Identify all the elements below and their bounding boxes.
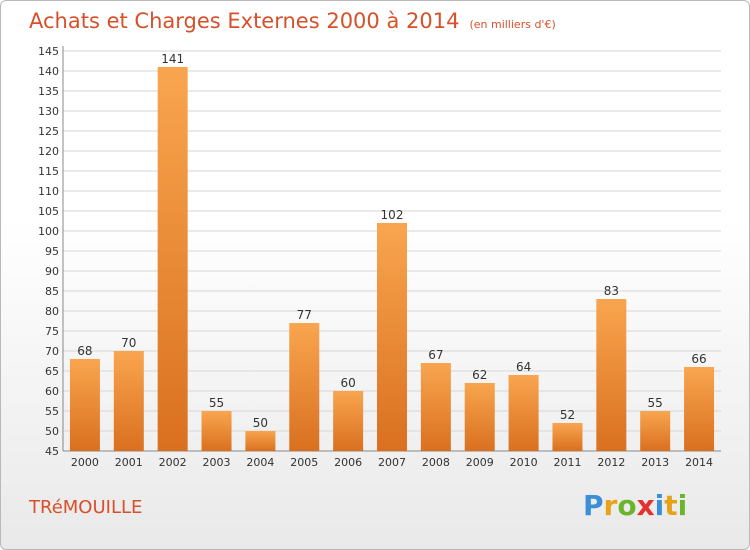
- bar-value-label: 68: [77, 344, 92, 358]
- bar-value-label: 77: [297, 308, 312, 322]
- y-tick-label: 145: [38, 45, 59, 58]
- x-tick-label: 2002: [159, 456, 187, 469]
- y-tick-label: 80: [45, 305, 59, 318]
- chart-subtitle: (en milliers d'€): [469, 18, 556, 31]
- bar: [201, 411, 232, 451]
- y-tick-label: 45: [45, 445, 59, 458]
- bar-value-label: 70: [121, 336, 136, 350]
- y-tick-label: 110: [38, 185, 59, 198]
- x-tick-label: 2006: [334, 456, 362, 469]
- chart-title-text: Achats et Charges Externes 2000 à 2014: [29, 9, 460, 33]
- x-tick-label: 2004: [246, 456, 274, 469]
- x-tick-label: 2012: [597, 456, 625, 469]
- y-tick-label: 130: [38, 105, 59, 118]
- bar: [289, 323, 320, 451]
- y-tick-label: 60: [45, 385, 59, 398]
- y-tick-label: 50: [45, 425, 59, 438]
- x-tick-label: 2001: [115, 456, 143, 469]
- x-tick-label: 2013: [641, 456, 669, 469]
- y-tick-label: 85: [45, 285, 59, 298]
- y-tick-label: 135: [38, 85, 59, 98]
- bar: [684, 367, 715, 451]
- y-tick-label: 100: [38, 225, 59, 238]
- bar-value-label: 52: [560, 408, 575, 422]
- y-tick-label: 115: [38, 165, 59, 178]
- y-tick-label: 90: [45, 265, 59, 278]
- chart-title: Achats et Charges Externes 2000 à 2014 (e…: [29, 7, 556, 39]
- bar-value-label: 62: [472, 368, 487, 382]
- bar: [596, 299, 627, 451]
- x-tick-label: 2005: [290, 456, 318, 469]
- bar: [69, 359, 100, 451]
- x-tick-label: 2010: [510, 456, 538, 469]
- bar: [245, 431, 276, 451]
- bar-value-label: 55: [209, 396, 224, 410]
- x-tick-label: 2000: [71, 456, 99, 469]
- bar: [113, 351, 144, 451]
- commune-name: TRéMOUILLE: [29, 497, 143, 518]
- bar: [552, 423, 583, 451]
- bar-value-label: 83: [604, 284, 619, 298]
- y-tick-label: 70: [45, 345, 59, 358]
- bar: [157, 67, 188, 451]
- y-tick-label: 140: [38, 65, 59, 78]
- y-tick-label: 125: [38, 125, 59, 138]
- bar-value-label: 50: [253, 416, 268, 430]
- y-tick-label: 75: [45, 325, 59, 338]
- bar: [420, 363, 451, 451]
- bar-value-label: 64: [516, 360, 531, 374]
- y-tick-label: 55: [45, 405, 59, 418]
- bar-value-label: 60: [340, 376, 355, 390]
- bar: [508, 375, 539, 451]
- x-tick-label: 2009: [466, 456, 494, 469]
- x-tick-label: 2014: [685, 456, 713, 469]
- bar-value-label: 102: [381, 208, 404, 222]
- bar: [333, 391, 364, 451]
- y-tick-label: 105: [38, 205, 59, 218]
- y-tick-label: 65: [45, 365, 59, 378]
- bar: [377, 223, 407, 451]
- bar-value-label: 55: [648, 396, 663, 410]
- bar: [640, 411, 671, 451]
- bar-value-label: 141: [161, 52, 184, 66]
- bar-value-label: 67: [428, 348, 443, 362]
- y-tick-label: 120: [38, 145, 59, 158]
- bar: [464, 383, 495, 451]
- bar-value-label: 66: [691, 352, 706, 366]
- x-tick-label: 2011: [553, 456, 581, 469]
- proxiti-logo[interactable]: Proxiti: [583, 489, 688, 522]
- x-tick-label: 2003: [203, 456, 231, 469]
- x-tick-label: 2007: [378, 456, 406, 469]
- x-tick-label: 2008: [422, 456, 450, 469]
- y-tick-label: 95: [45, 245, 59, 258]
